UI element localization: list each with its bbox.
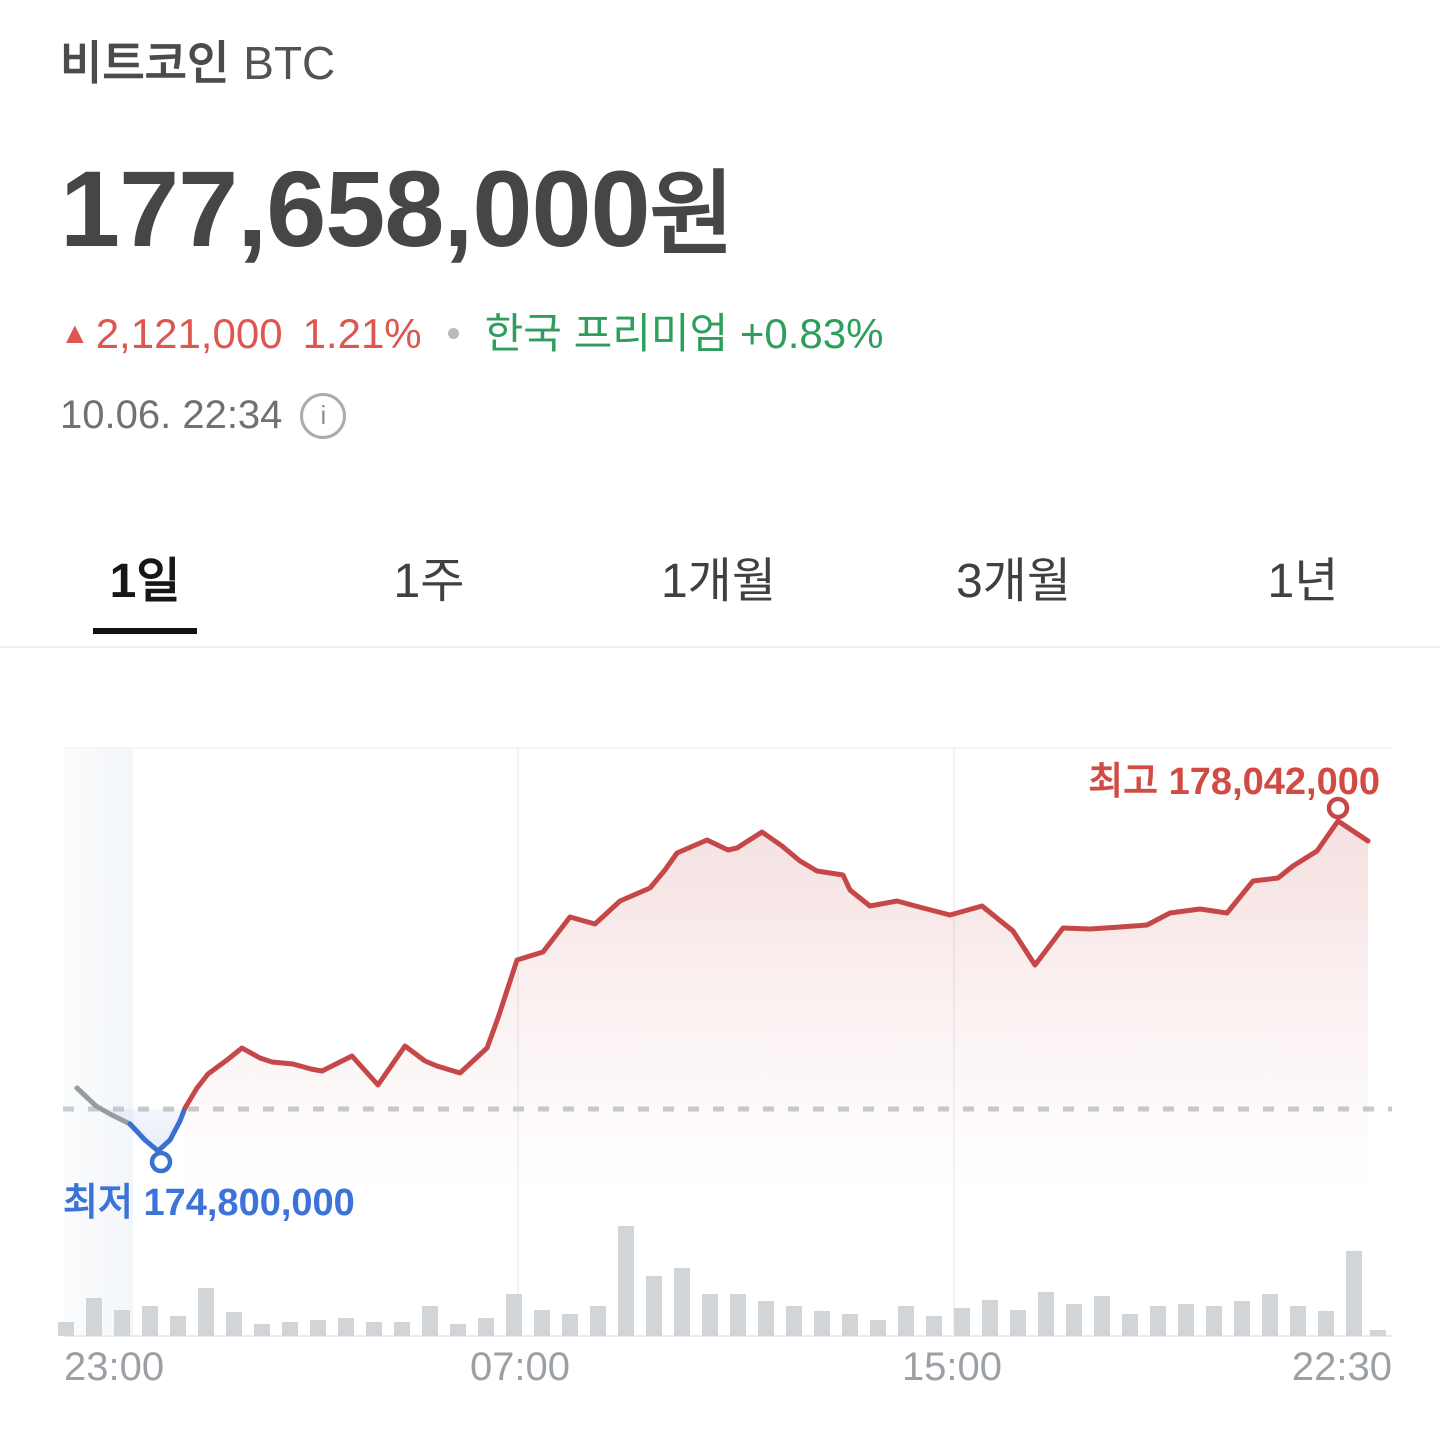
volume-bar [254,1323,270,1336]
volume-bar [1234,1300,1250,1336]
volume-bar [282,1321,298,1336]
volume-bar [982,1299,998,1336]
volume-bar [702,1293,718,1336]
change-percent: 1.21% [302,309,422,357]
volume-bar [1370,1329,1386,1336]
period-tabs: 1일 1주 1개월 3개월 1년 [0,554,1440,648]
below-baseline-fill [96,1108,185,1151]
tab-label: 1년 [1267,554,1339,608]
tab-underline [93,627,197,634]
volume-bar [506,1293,522,1336]
volume-bar [422,1305,438,1336]
korea-premium: 한국 프리미엄 +0.83% [484,309,884,357]
previous-day-band [63,747,133,1336]
volume-bar [394,1321,410,1336]
change-amount: 2,121,000 [95,309,283,357]
x-tick-1500: 15:00 [902,1345,1002,1388]
volume-bar [1290,1305,1306,1336]
title-row: 비트코인 BTC [60,38,1440,88]
price-line-gray [74,1085,133,1127]
volume-bar [1150,1305,1166,1336]
volume-bar [198,1287,214,1336]
info-icon[interactable]: i [300,392,347,439]
volume-bar [114,1309,130,1336]
tab-label: 1일 [109,554,181,608]
volume-bar [758,1300,774,1336]
above-baseline-fill [185,820,1368,1198]
volume-bar [814,1310,830,1336]
volume-bar [1318,1310,1334,1336]
volume-bar [618,1225,634,1336]
low-annotation: 최저 174,800,000 [63,1182,355,1224]
volume-bar [1122,1313,1138,1336]
volume-bar [1066,1303,1082,1336]
volume-bar [646,1275,662,1336]
dot-separator-icon [447,328,459,340]
current-price: 177,658,000원 [60,148,1440,269]
volume-bar [1094,1295,1110,1336]
price-chart[interactable]: 최고 178,042,000 최저 174,800,000 23:00 07:0… [0,728,1440,1388]
volume-bar [590,1305,606,1336]
volume-bar [898,1305,914,1336]
volume-bar [842,1313,858,1336]
volume-bar [366,1321,382,1336]
tab-1month[interactable]: 1개월 [661,554,776,646]
volume-bar [926,1315,942,1336]
volume-bar [1178,1303,1194,1336]
volume-bar [1038,1291,1054,1336]
volume-bar [310,1319,326,1336]
tab-label: 1주 [393,554,465,608]
volume-bar [954,1307,970,1336]
high-marker [1326,796,1350,820]
high-annotation: 최고 178,042,000 [1088,761,1380,803]
volume-bar [674,1267,690,1336]
volume-bar [1346,1250,1362,1336]
volume-bar [730,1293,746,1336]
volume-bar [478,1317,494,1336]
tab-underline [666,628,770,634]
volume-bar [534,1309,550,1336]
volume-bar [1206,1305,1222,1336]
x-tick-0700: 07:00 [470,1345,570,1388]
price-line-blue [127,1105,188,1154]
price-line-red [182,818,1371,1111]
tab-underline [377,628,481,634]
price-value: 177,658,000 [60,148,651,269]
tab-3month[interactable]: 3개월 [956,554,1071,646]
x-tick-2300: 23:00 [64,1345,164,1388]
tab-label: 1개월 [660,554,776,608]
timestamp: 10.06. 22:34 [60,393,283,438]
volume-bar [226,1311,242,1336]
low-marker [149,1150,173,1174]
volume-bar [450,1323,466,1336]
x-tick-2230: 22:30 [1292,1345,1392,1388]
chart-layers [58,746,1392,1337]
change-row: ▲ 2,121,000 1.21% 한국 프리미엄 +0.83% [60,309,1440,359]
tab-underline [1251,628,1355,634]
volume-bar [1010,1309,1026,1336]
volume-bar [170,1315,186,1336]
volume-bar [58,1321,74,1336]
coin-ticker: BTC [243,37,336,89]
volume-bar [786,1305,802,1336]
tab-label: 3개월 [955,554,1071,608]
volume-bar [142,1305,158,1336]
tab-1year[interactable]: 1년 [1251,554,1355,646]
tab-1day[interactable]: 1일 [93,554,197,646]
tab-1week[interactable]: 1주 [377,554,481,646]
volume-bar [86,1297,102,1336]
timestamp-row: 10.06. 22:34 i [60,392,1440,439]
coin-name: 비트코인 [60,37,230,89]
tab-underline [961,628,1065,634]
up-arrow-icon: ▲ [60,316,90,350]
price-unit: 원 [649,164,735,266]
volume-bar [870,1319,886,1336]
header: 비트코인 BTC 177,658,000원 ▲ 2,121,000 1.21% 한… [0,38,1440,439]
volume-bar [562,1313,578,1336]
volume-bar [338,1317,354,1336]
chart-area: 최고 178,042,000 최저 174,800,000 23:00 07:0… [0,728,1440,1388]
volume-bar [1262,1293,1278,1336]
